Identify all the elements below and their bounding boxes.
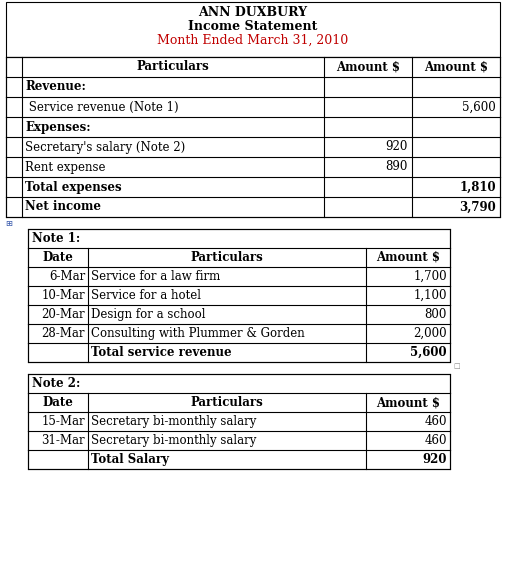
Text: ANN DUXBURY: ANN DUXBURY <box>198 6 308 19</box>
Text: Month Ended March 31, 2010: Month Ended March 31, 2010 <box>157 34 349 47</box>
Text: 920: 920 <box>385 141 408 154</box>
Text: 28-Mar: 28-Mar <box>41 327 85 340</box>
Text: 5,600: 5,600 <box>411 346 447 359</box>
Text: Secretary's salary (Note 2): Secretary's salary (Note 2) <box>25 141 185 154</box>
Text: Date: Date <box>42 251 73 264</box>
Text: Amount $: Amount $ <box>376 396 440 409</box>
Text: Service for a hotel: Service for a hotel <box>91 289 201 302</box>
Text: Amount $: Amount $ <box>336 60 400 74</box>
Text: 6-Mar: 6-Mar <box>49 270 85 283</box>
Text: Revenue:: Revenue: <box>25 81 86 93</box>
Text: 2,000: 2,000 <box>413 327 447 340</box>
Text: Design for a school: Design for a school <box>91 308 206 321</box>
Text: Total Salary: Total Salary <box>91 453 169 466</box>
Text: 890: 890 <box>385 160 408 173</box>
Text: Consulting with Plummer & Gorden: Consulting with Plummer & Gorden <box>91 327 305 340</box>
Text: 460: 460 <box>425 415 447 428</box>
Text: Service for a law firm: Service for a law firm <box>91 270 220 283</box>
Text: Secretary bi-monthly salary: Secretary bi-monthly salary <box>91 434 256 447</box>
Bar <box>6 57 500 217</box>
Text: Note 2:: Note 2: <box>32 377 81 390</box>
Text: Particulars: Particulars <box>190 396 264 409</box>
Text: 1,700: 1,700 <box>413 270 447 283</box>
Text: 10-Mar: 10-Mar <box>41 289 85 302</box>
Text: Amount $: Amount $ <box>424 60 488 74</box>
Text: 31-Mar: 31-Mar <box>41 434 85 447</box>
Text: 20-Mar: 20-Mar <box>41 308 85 321</box>
Text: Amount $: Amount $ <box>376 251 440 264</box>
Bar <box>28 229 450 362</box>
Text: Net income: Net income <box>25 200 101 213</box>
Text: Particulars: Particulars <box>137 60 209 74</box>
Text: 1,100: 1,100 <box>414 289 447 302</box>
Text: 3,790: 3,790 <box>459 200 496 213</box>
Text: Date: Date <box>42 396 73 409</box>
Bar <box>6 2 500 57</box>
Text: Rent expense: Rent expense <box>25 160 106 173</box>
Text: 1,810: 1,810 <box>459 181 496 194</box>
Text: 920: 920 <box>423 453 447 466</box>
Text: 5,600: 5,600 <box>462 101 496 114</box>
Text: 460: 460 <box>425 434 447 447</box>
Bar <box>28 374 450 469</box>
Text: 15-Mar: 15-Mar <box>41 415 85 428</box>
Text: Expenses:: Expenses: <box>25 120 90 133</box>
Text: Particulars: Particulars <box>190 251 264 264</box>
Text: 800: 800 <box>425 308 447 321</box>
Text: Note 1:: Note 1: <box>32 232 80 245</box>
Text: □: □ <box>453 363 460 369</box>
Text: Income Statement: Income Statement <box>188 20 317 33</box>
Text: Service revenue (Note 1): Service revenue (Note 1) <box>25 101 179 114</box>
Text: ⊞: ⊞ <box>6 218 13 227</box>
Text: Total service revenue: Total service revenue <box>91 346 232 359</box>
Text: Total expenses: Total expenses <box>25 181 122 194</box>
Text: Secretary bi-monthly salary: Secretary bi-monthly salary <box>91 415 256 428</box>
